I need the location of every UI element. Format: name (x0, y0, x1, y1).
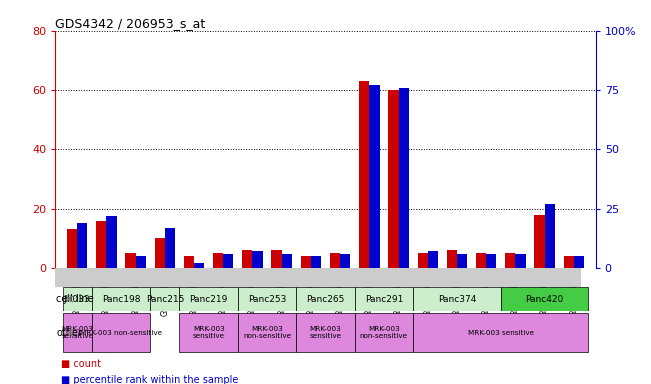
Text: ■ count: ■ count (61, 359, 101, 369)
Bar (311, 256, 321, 268)
Bar (505, 253, 516, 268)
Text: JH033: JH033 (64, 295, 90, 304)
Bar (564, 256, 574, 268)
Text: MRK-003
non-sensitive: MRK-003 non-sensitive (360, 326, 408, 339)
Bar (194, 263, 204, 268)
Bar (486, 254, 496, 268)
Bar (476, 253, 486, 268)
Bar (238, 313, 296, 352)
Text: MRK-003
sensitive: MRK-003 sensitive (61, 326, 93, 339)
Text: MRK-003
non-sensitive: MRK-003 non-sensitive (243, 326, 291, 339)
Bar (238, 287, 296, 311)
Bar (296, 287, 355, 311)
Bar (417, 253, 428, 268)
Bar (355, 313, 413, 352)
Bar (534, 215, 544, 268)
Text: Panc253: Panc253 (248, 295, 286, 304)
Bar (355, 287, 413, 311)
Bar (126, 253, 135, 268)
Bar (135, 256, 146, 268)
Bar (296, 313, 355, 352)
Text: Panc215: Panc215 (146, 295, 184, 304)
Text: Panc291: Panc291 (365, 295, 403, 304)
Bar (150, 287, 180, 311)
Bar (330, 253, 340, 268)
Bar (223, 254, 234, 268)
Text: Panc374: Panc374 (437, 295, 476, 304)
Bar (271, 250, 282, 268)
Bar (77, 223, 87, 268)
Bar (457, 254, 467, 268)
Bar (165, 228, 175, 268)
Bar (62, 287, 92, 311)
Text: ■ percentile rank within the sample: ■ percentile rank within the sample (61, 375, 238, 384)
Bar (253, 252, 263, 268)
Bar (180, 313, 238, 352)
Text: MRK-003 sensitive: MRK-003 sensitive (467, 330, 534, 336)
Bar (301, 256, 311, 268)
Bar (398, 88, 409, 268)
Text: MRK-003 non-sensitive: MRK-003 non-sensitive (80, 330, 162, 336)
Bar (155, 238, 165, 268)
Bar (369, 85, 380, 268)
Bar (242, 250, 253, 268)
Bar (213, 253, 223, 268)
Bar (340, 254, 350, 268)
Bar (282, 254, 292, 268)
Bar (447, 250, 457, 268)
Bar (388, 90, 398, 268)
Bar (67, 229, 77, 268)
Bar (359, 81, 369, 268)
Text: GDS4342 / 206953_s_at: GDS4342 / 206953_s_at (55, 17, 206, 30)
Bar (92, 313, 150, 352)
Bar (96, 220, 107, 268)
Bar (413, 287, 501, 311)
Text: Panc219: Panc219 (189, 295, 228, 304)
Bar (516, 254, 525, 268)
Text: Panc198: Panc198 (102, 295, 141, 304)
Bar (574, 256, 584, 268)
Bar (107, 216, 117, 268)
Text: cell line: cell line (56, 294, 94, 304)
Bar (55, 268, 581, 287)
Text: MRK-003
sensitive: MRK-003 sensitive (193, 326, 225, 339)
Text: MRK-003
sensitive: MRK-003 sensitive (309, 326, 342, 339)
Bar (180, 287, 238, 311)
Bar (62, 313, 92, 352)
Text: Panc420: Panc420 (525, 295, 564, 304)
Bar (501, 287, 589, 311)
Bar (544, 204, 555, 268)
Bar (92, 287, 150, 311)
Text: other: other (56, 328, 82, 338)
Bar (413, 313, 589, 352)
Bar (428, 252, 438, 268)
Bar (184, 256, 194, 268)
Text: Panc265: Panc265 (307, 295, 344, 304)
